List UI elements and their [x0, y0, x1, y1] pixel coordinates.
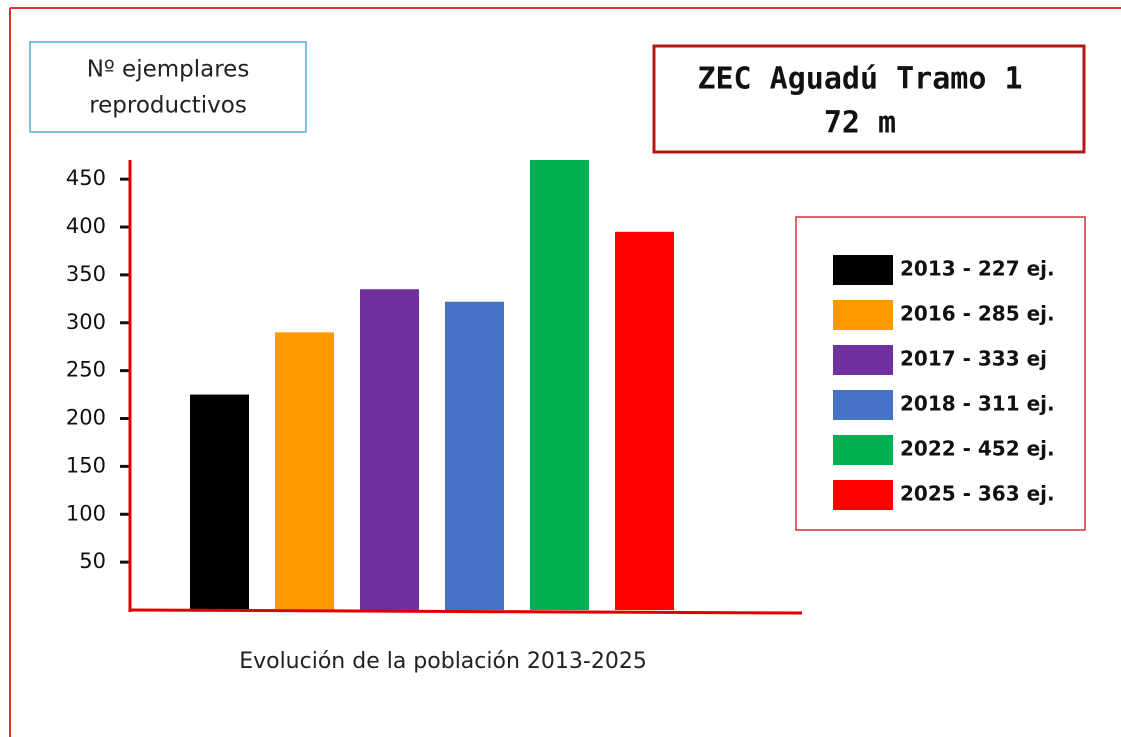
- legend-swatch: [833, 390, 893, 420]
- bar: [275, 332, 334, 610]
- bar: [360, 289, 419, 610]
- y-tick-label: 450: [66, 166, 106, 190]
- y-axis-label: Nº ejemplares: [87, 57, 250, 83]
- legend-label: 2018 - 311 ej.: [900, 392, 1055, 416]
- bar: [190, 394, 249, 610]
- title-box: [652, 44, 1086, 154]
- chart-title: ZEC Aguadú Tramo 1: [697, 62, 1022, 97]
- y-tick-label: 250: [66, 358, 106, 382]
- y-label-box: [29, 41, 307, 133]
- x-axis-label: Evolución de la población 2013-2025: [239, 649, 647, 674]
- legend-swatch: [833, 255, 893, 285]
- legend-swatch: [833, 435, 893, 465]
- legend-label: 2025 - 363 ej.: [900, 482, 1055, 506]
- y-tick-label: 200: [66, 406, 106, 430]
- y-tick-label: 150: [66, 453, 106, 477]
- bar: [445, 301, 504, 610]
- legend-label: 2013 - 227 ej.: [900, 257, 1055, 281]
- bar: [530, 160, 589, 610]
- chart-title: 72 m: [824, 106, 896, 141]
- legend-swatch: [833, 480, 893, 510]
- legend-label: 2017 - 333 ej: [900, 347, 1047, 371]
- legend-swatch: [833, 300, 893, 330]
- y-axis-label: reproductivos: [89, 93, 247, 119]
- legend-swatch: [833, 345, 893, 375]
- x-axis: [129, 608, 803, 615]
- y-tick-label: 100: [66, 501, 106, 525]
- legend-label: 2022 - 452 ej.: [900, 437, 1055, 461]
- y-tick-label: 50: [79, 549, 106, 573]
- y-tick-label: 400: [66, 214, 106, 238]
- legend-label: 2016 - 285 ej.: [900, 302, 1055, 326]
- bar: [615, 231, 674, 610]
- y-tick-label: 350: [66, 262, 106, 286]
- y-tick-label: 300: [66, 310, 106, 334]
